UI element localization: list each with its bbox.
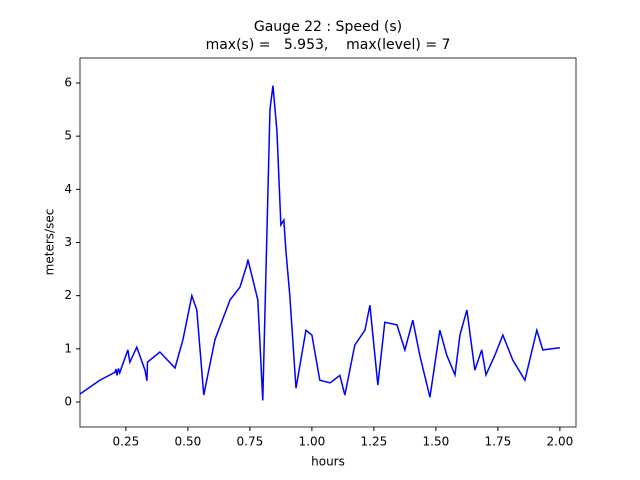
- x-tick-label: 0.75: [237, 435, 264, 449]
- y-tick-label: 6: [64, 75, 72, 89]
- y-tick-label: 1: [64, 341, 72, 355]
- y-tick-label: 4: [64, 182, 72, 196]
- y-tick-label: 3: [64, 235, 72, 249]
- y-axis-label: meters/sec: [43, 209, 57, 276]
- x-tick-label: 0.25: [113, 435, 140, 449]
- x-tick-label: 1.50: [423, 435, 450, 449]
- plot-frame: [79, 57, 577, 428]
- x-axis-label: hours: [311, 455, 345, 469]
- x-tick-label: 2.00: [547, 435, 574, 449]
- chart-title: Gauge 22 : Speed (s): [254, 19, 402, 35]
- x-tick-label: 1.00: [299, 435, 326, 449]
- data-line: [80, 85, 560, 401]
- x-tick-label: 0.50: [175, 435, 202, 449]
- y-tick-label: 0: [64, 395, 72, 409]
- y-tick-label: 5: [64, 129, 72, 143]
- x-tick-label: 1.25: [361, 435, 388, 449]
- x-tick-label: 1.75: [485, 435, 512, 449]
- chart-subtitle: max(s) = 5.953, max(level) = 7: [206, 37, 451, 53]
- y-tick-label: 2: [64, 288, 72, 302]
